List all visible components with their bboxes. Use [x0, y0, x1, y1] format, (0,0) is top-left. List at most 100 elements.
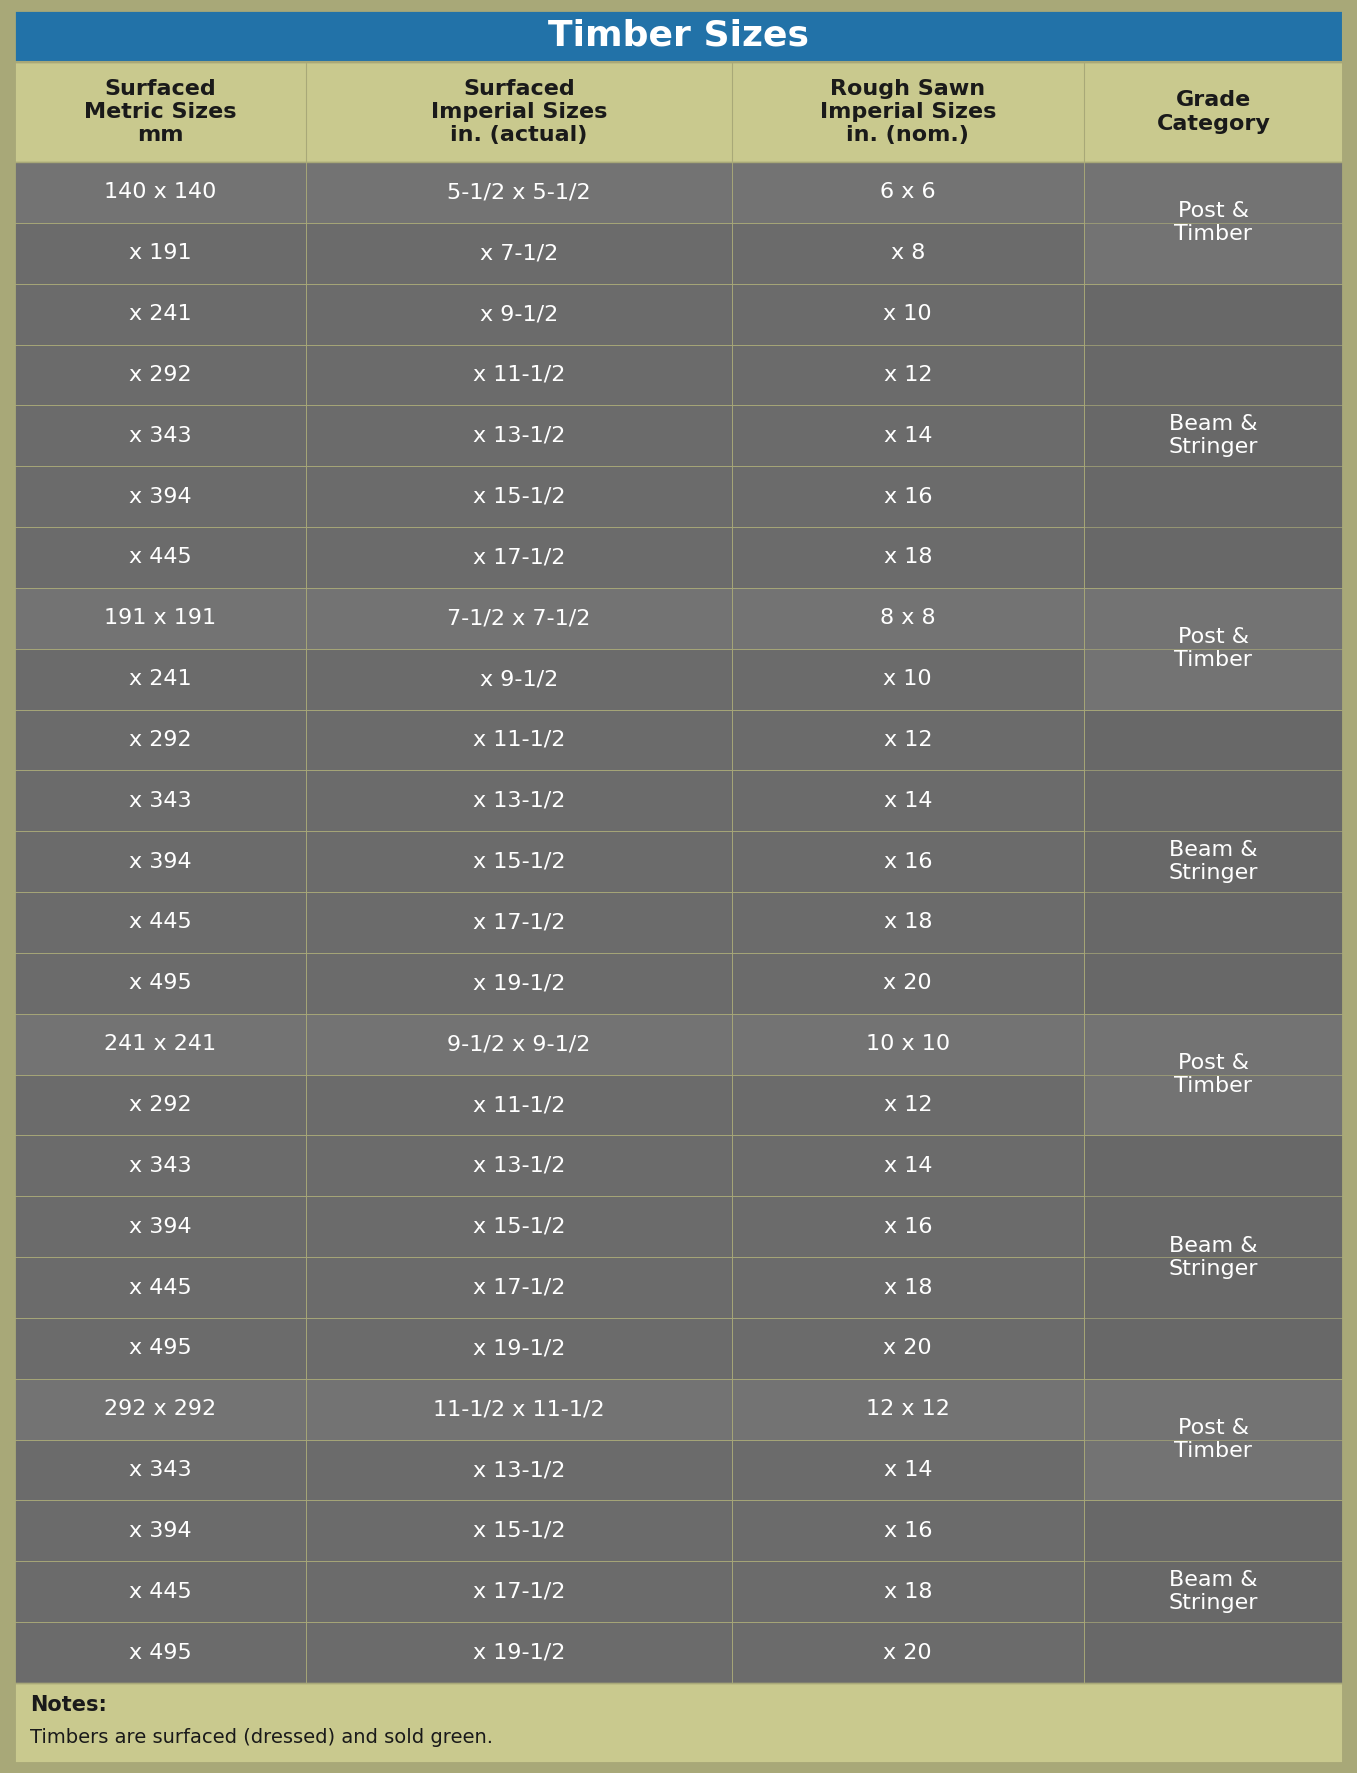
- Bar: [307, 1197, 731, 1257]
- Text: x 394: x 394: [129, 1216, 191, 1238]
- Text: x 15-1/2: x 15-1/2: [472, 486, 566, 507]
- Text: x 343: x 343: [129, 426, 191, 445]
- Bar: [14, 1440, 307, 1500]
- Bar: [731, 771, 1084, 832]
- Text: x 445: x 445: [129, 913, 191, 933]
- Text: x 343: x 343: [129, 791, 191, 810]
- Bar: [14, 1135, 307, 1197]
- Bar: [731, 223, 1084, 284]
- Bar: [731, 1014, 1084, 1074]
- Text: x 19-1/2: x 19-1/2: [472, 1642, 566, 1663]
- Bar: [731, 1500, 1084, 1562]
- Bar: [731, 284, 1084, 344]
- Bar: [307, 344, 731, 406]
- Bar: [307, 1257, 731, 1317]
- Text: 7-1/2 x 7-1/2: 7-1/2 x 7-1/2: [448, 608, 590, 628]
- Bar: [307, 406, 731, 466]
- Bar: [14, 892, 307, 952]
- Text: x 14: x 14: [883, 791, 932, 810]
- Bar: [14, 649, 307, 709]
- Text: Beam &
Stringer: Beam & Stringer: [1168, 1571, 1258, 1613]
- Text: x 19-1/2: x 19-1/2: [472, 1339, 566, 1358]
- Text: x 15-1/2: x 15-1/2: [472, 851, 566, 872]
- Bar: [731, 649, 1084, 709]
- Text: 292 x 292: 292 x 292: [104, 1399, 216, 1418]
- Text: Timbers are surfaced (dressed) and sold green.: Timbers are surfaced (dressed) and sold …: [30, 1729, 493, 1746]
- Text: x 445: x 445: [129, 1278, 191, 1298]
- Text: x 191: x 191: [129, 243, 191, 262]
- Bar: [307, 832, 731, 892]
- Bar: [731, 589, 1084, 649]
- Text: x 11-1/2: x 11-1/2: [472, 365, 566, 385]
- Bar: [14, 771, 307, 832]
- Text: x 16: x 16: [883, 486, 932, 507]
- Text: x 16: x 16: [883, 1521, 932, 1541]
- Bar: [307, 952, 731, 1014]
- Bar: [307, 1379, 731, 1440]
- Text: x 495: x 495: [129, 973, 191, 993]
- Text: 12 x 12: 12 x 12: [866, 1399, 950, 1418]
- Text: x 8: x 8: [890, 243, 925, 262]
- Text: 140 x 140: 140 x 140: [104, 183, 216, 202]
- Text: Surfaced
Metric Sizes
mm: Surfaced Metric Sizes mm: [84, 78, 236, 145]
- Bar: [731, 1317, 1084, 1379]
- Bar: [731, 892, 1084, 952]
- Text: x 445: x 445: [129, 548, 191, 567]
- Bar: [731, 161, 1084, 223]
- Bar: [14, 1562, 307, 1622]
- Text: 5-1/2 x 5-1/2: 5-1/2 x 5-1/2: [448, 183, 590, 202]
- Bar: [14, 1257, 307, 1317]
- Text: x 19-1/2: x 19-1/2: [472, 973, 566, 993]
- Bar: [14, 161, 307, 223]
- Bar: [731, 1257, 1084, 1317]
- Bar: [731, 1135, 1084, 1197]
- Bar: [731, 344, 1084, 406]
- Text: x 241: x 241: [129, 668, 191, 690]
- Bar: [731, 406, 1084, 466]
- Text: x 394: x 394: [129, 486, 191, 507]
- Text: 8 x 8: 8 x 8: [879, 608, 935, 628]
- Bar: [14, 1379, 307, 1440]
- Bar: [14, 709, 307, 771]
- Text: 11-1/2 x 11-1/2: 11-1/2 x 11-1/2: [433, 1399, 605, 1418]
- Text: x 394: x 394: [129, 851, 191, 872]
- Text: x 9-1/2: x 9-1/2: [480, 668, 558, 690]
- Bar: [307, 589, 731, 649]
- Text: x 18: x 18: [883, 548, 932, 567]
- Bar: [307, 161, 731, 223]
- Text: x 445: x 445: [129, 1582, 191, 1601]
- Text: x 495: x 495: [129, 1339, 191, 1358]
- Text: x 12: x 12: [883, 365, 932, 385]
- Text: x 16: x 16: [883, 1216, 932, 1238]
- Bar: [731, 1074, 1084, 1135]
- Text: x 17-1/2: x 17-1/2: [472, 913, 566, 933]
- Text: 191 x 191: 191 x 191: [104, 608, 216, 628]
- Text: x 13-1/2: x 13-1/2: [472, 1156, 566, 1175]
- Bar: [14, 1317, 307, 1379]
- Bar: [14, 406, 307, 466]
- Text: x 10: x 10: [883, 305, 932, 324]
- Bar: [1084, 1500, 1343, 1683]
- Bar: [14, 832, 307, 892]
- Text: x 14: x 14: [883, 426, 932, 445]
- Text: x 15-1/2: x 15-1/2: [472, 1521, 566, 1541]
- Bar: [307, 527, 731, 589]
- Text: Post &
Timber: Post & Timber: [1174, 628, 1253, 670]
- Text: x 20: x 20: [883, 973, 932, 993]
- Text: Beam &
Stringer: Beam & Stringer: [1168, 1236, 1258, 1278]
- Bar: [14, 1683, 1343, 1762]
- Text: x 20: x 20: [883, 1339, 932, 1358]
- Text: x 10: x 10: [883, 668, 932, 690]
- Bar: [14, 1074, 307, 1135]
- Text: x 17-1/2: x 17-1/2: [472, 1278, 566, 1298]
- Text: x 16: x 16: [883, 851, 932, 872]
- Bar: [731, 832, 1084, 892]
- Bar: [307, 1074, 731, 1135]
- Bar: [14, 1500, 307, 1562]
- Bar: [307, 466, 731, 527]
- Text: x 18: x 18: [883, 1582, 932, 1601]
- Text: x 14: x 14: [883, 1156, 932, 1175]
- Text: Surfaced
Imperial Sizes
in. (actual): Surfaced Imperial Sizes in. (actual): [430, 78, 607, 145]
- Text: x 292: x 292: [129, 365, 191, 385]
- Text: x 343: x 343: [129, 1156, 191, 1175]
